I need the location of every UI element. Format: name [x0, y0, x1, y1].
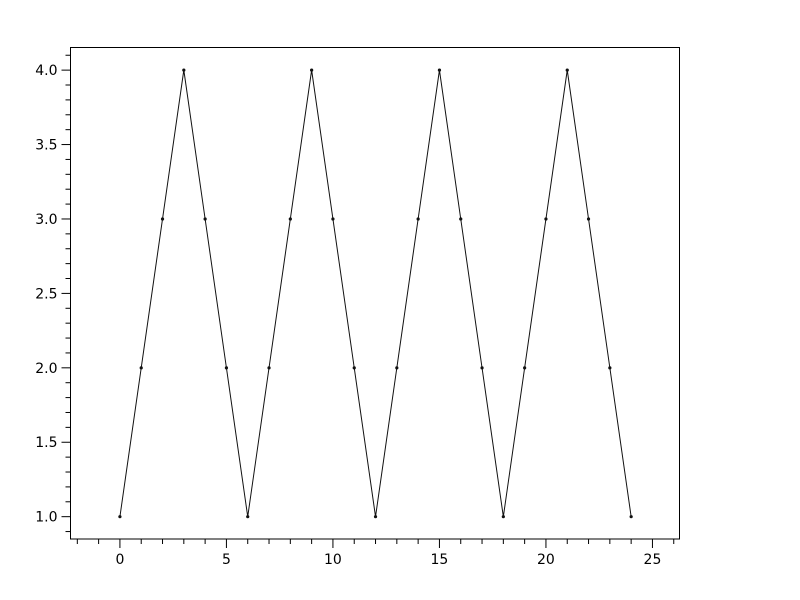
- data-point-marker: [160, 217, 165, 221]
- x-tick-label: 10: [324, 552, 342, 568]
- y-tick-label: 1.5: [35, 435, 57, 451]
- x-tick-label: 25: [644, 552, 662, 568]
- y-tick-label: 4.0: [35, 63, 57, 79]
- x-tick-label: 15: [431, 552, 449, 568]
- y-tick-label: 3.0: [35, 212, 57, 228]
- y-tick-label: 3.5: [35, 138, 57, 154]
- data-point-marker: [480, 366, 484, 370]
- x-tick-label: 20: [537, 552, 555, 568]
- x-tick-label: 5: [222, 552, 231, 568]
- data-point-marker: [437, 68, 442, 72]
- plot-frame: [70, 47, 680, 540]
- data-point-marker: [544, 217, 548, 221]
- data-point-marker: [118, 515, 122, 519]
- data-point-marker: [416, 217, 420, 221]
- y-tick-label: 1.0: [35, 510, 57, 526]
- data-point-marker: [608, 366, 612, 370]
- data-point-marker: [459, 217, 463, 221]
- data-point-marker: [373, 515, 378, 519]
- data-point-marker: [310, 68, 314, 72]
- data-point-marker: [182, 68, 186, 72]
- data-point-marker: [139, 366, 143, 370]
- data-point-marker: [395, 366, 399, 370]
- y-tick-label: 2.0: [35, 361, 57, 377]
- data-point-marker: [246, 515, 250, 519]
- data-point-marker: [352, 366, 356, 370]
- data-point-marker: [267, 366, 271, 370]
- data-point-marker: [288, 217, 292, 221]
- data-point-marker: [523, 366, 527, 370]
- data-point-marker: [586, 217, 591, 221]
- data-point-marker: [331, 217, 335, 221]
- y-tick-label: 2.5: [35, 286, 57, 302]
- x-tick-label: 0: [115, 552, 124, 568]
- plot-area: [70, 47, 680, 539]
- data-point-marker: [203, 217, 207, 221]
- data-point-marker: [565, 68, 569, 72]
- data-point-marker: [224, 366, 229, 370]
- data-point-marker: [501, 515, 505, 519]
- data-point-marker: [629, 515, 633, 519]
